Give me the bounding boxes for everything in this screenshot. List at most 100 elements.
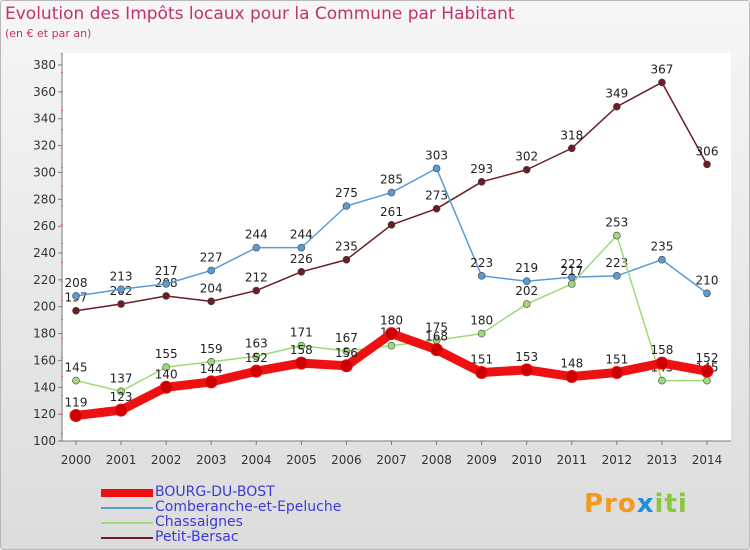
data-point-chassaignes — [162, 363, 170, 371]
y-tick-label: 200 — [33, 300, 56, 314]
data-point-bourg-du-bost — [204, 375, 218, 389]
x-tick-label: 2012 — [602, 453, 633, 467]
data-label-petit-bersac: 318 — [560, 128, 583, 142]
data-label-bourg-du-bost: 148 — [560, 357, 583, 371]
data-label-chassaignes: 159 — [200, 342, 223, 356]
data-label-comberanche-et-epeluche: 208 — [65, 276, 88, 290]
data-label-bourg-du-bost: 152 — [696, 351, 719, 365]
data-label-bourg-du-bost: 156 — [335, 346, 358, 360]
x-tick-label: 2008 — [421, 453, 452, 467]
data-point-chassaignes — [658, 376, 666, 385]
data-label-bourg-du-bost: 153 — [515, 350, 538, 364]
data-label-chassaignes: 163 — [245, 336, 268, 350]
x-tick-label: 2005 — [286, 453, 317, 467]
x-tick-label: 2013 — [647, 453, 678, 467]
data-label-comberanche-et-epeluche: 244 — [245, 228, 268, 242]
data-point-petit-bersac — [297, 267, 306, 276]
legend-label-comberanche-et-epeluche: Comberanche-et-Epeluche — [155, 499, 342, 515]
x-tick-label: 2007 — [376, 453, 407, 467]
proxiti-logo: Proxiti — [584, 489, 688, 519]
legend-swatch-chassaignes — [101, 522, 153, 524]
y-tick-label: 220 — [33, 273, 56, 287]
data-point-comberanche-et-epeluche — [72, 292, 80, 300]
data-point-comberanche-et-epeluche — [477, 272, 486, 280]
data-label-petit-bersac: 212 — [245, 271, 268, 285]
data-point-comberanche-et-epeluche — [522, 277, 531, 286]
data-label-chassaignes: 180 — [470, 314, 493, 328]
x-tick-label: 2003 — [196, 453, 227, 467]
data-point-chassaignes — [207, 357, 216, 366]
data-point-petit-bersac — [477, 178, 486, 186]
data-label-comberanche-et-epeluche: 285 — [380, 173, 403, 187]
y-tick-label: 160 — [33, 353, 56, 367]
data-label-comberanche-et-epeluche: 213 — [110, 269, 133, 283]
data-point-petit-bersac — [613, 102, 621, 111]
data-label-chassaignes: 155 — [155, 347, 178, 361]
legend-swatch-petit-bersac — [101, 537, 153, 539]
data-point-bourg-du-bost — [339, 359, 353, 373]
x-tick-label: 2004 — [241, 453, 272, 467]
data-point-bourg-du-bost — [249, 364, 263, 378]
y-tick-label: 140 — [33, 380, 56, 394]
data-label-comberanche-et-epeluche: 235 — [650, 240, 673, 254]
data-point-petit-bersac — [567, 144, 576, 153]
y-tick-label: 300 — [33, 165, 56, 179]
data-point-bourg-du-bost — [114, 403, 128, 417]
data-point-chassaignes — [297, 341, 306, 350]
data-point-chassaignes — [613, 231, 621, 240]
x-tick-label: 2010 — [511, 453, 542, 467]
data-label-bourg-du-bost: 151 — [605, 353, 628, 367]
data-point-petit-bersac — [207, 297, 216, 306]
data-label-chassaignes: 217 — [560, 264, 583, 278]
data-point-comberanche-et-epeluche — [703, 289, 711, 298]
data-label-bourg-du-bost: 140 — [155, 367, 178, 381]
data-point-petit-bersac — [252, 286, 261, 295]
y-tick-label: 320 — [33, 139, 56, 153]
data-label-comberanche-et-epeluche: 303 — [425, 148, 448, 162]
chart-title: Evolution des Impôts locaux pour la Comm… — [5, 4, 515, 24]
data-point-chassaignes — [567, 280, 576, 288]
data-point-comberanche-et-epeluche — [297, 243, 306, 252]
x-tick-label: 2014 — [692, 453, 723, 467]
data-point-bourg-du-bost — [565, 370, 579, 384]
data-point-chassaignes — [342, 347, 351, 355]
legend-label-chassaignes: Chassaignes — [155, 514, 243, 530]
data-point-comberanche-et-epeluche — [613, 272, 621, 280]
y-tick-label: 360 — [33, 85, 56, 99]
data-point-bourg-du-bost — [294, 356, 308, 370]
y-tick-label: 380 — [33, 58, 56, 72]
data-point-comberanche-et-epeluche — [658, 255, 666, 264]
legend-swatch-bourg-du-bost — [101, 489, 153, 497]
data-point-comberanche-et-epeluche — [207, 266, 216, 275]
y-tick-label: 240 — [33, 246, 56, 260]
data-label-comberanche-et-epeluche: 210 — [696, 273, 719, 287]
data-point-petit-bersac — [522, 165, 531, 174]
data-label-comberanche-et-epeluche: 227 — [200, 250, 223, 264]
data-label-petit-bersac: 235 — [335, 240, 358, 254]
data-label-bourg-du-bost: 180 — [380, 314, 403, 328]
data-point-petit-bersac — [72, 306, 80, 315]
data-point-bourg-du-bost — [475, 366, 489, 380]
x-tick-label: 2009 — [466, 453, 497, 467]
x-tick-label: 2011 — [557, 453, 588, 467]
y-tick-label: 260 — [33, 219, 56, 233]
data-label-chassaignes: 171 — [290, 326, 313, 340]
data-point-comberanche-et-epeluche — [117, 285, 125, 294]
data-label-chassaignes: 167 — [335, 331, 358, 345]
data-label-comberanche-et-epeluche: 223 — [605, 256, 628, 270]
legend-label-petit-bersac: Petit-Bersac — [155, 529, 239, 545]
data-point-chassaignes — [522, 300, 531, 308]
data-point-comberanche-et-epeluche — [387, 188, 396, 197]
data-label-comberanche-et-epeluche: 219 — [515, 261, 538, 275]
data-label-comberanche-et-epeluche: 244 — [290, 228, 313, 242]
data-label-chassaignes: 202 — [515, 284, 538, 298]
data-point-chassaignes — [703, 376, 711, 385]
x-tick-label: 2001 — [106, 453, 137, 467]
data-point-bourg-du-bost — [610, 366, 624, 380]
data-label-chassaignes: 137 — [110, 371, 133, 385]
data-label-petit-bersac: 349 — [605, 87, 628, 101]
data-point-chassaignes — [252, 352, 261, 361]
data-label-bourg-du-bost: 158 — [290, 343, 313, 357]
data-point-petit-bersac — [432, 204, 441, 213]
